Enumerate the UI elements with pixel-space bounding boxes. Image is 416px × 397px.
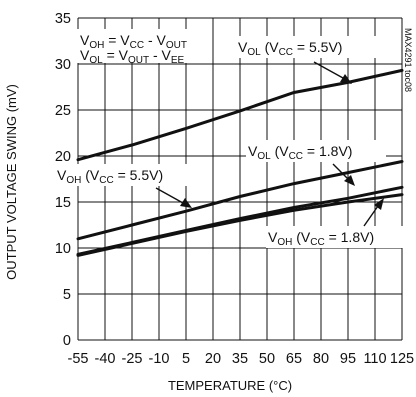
formula-box [74,29,206,63]
arrow-voh-vcc-1.8v [363,198,384,227]
y-tick-label: 30 [55,57,71,73]
label-box-voh-18 [266,226,406,248]
figure-code: MAX4291 toc08 [403,28,413,92]
y-tick-label: 0 [63,333,71,349]
x-tick-label: -40 [95,351,116,367]
x-tick-label: -55 [68,351,89,367]
label-vol-vcc-5.5v: VOL (VCC = 5.5V) [238,39,342,58]
x-tick-labels: -55 -40 -25 -10 5 20 35 50 65 80 95 110 125 [68,351,415,367]
x-tick-label: 35 [232,351,248,367]
y-tick-label: 10 [55,241,71,257]
y-tick-label: 35 [55,11,71,27]
x-tick-label: 5 [182,351,190,367]
label-vol-vcc-1.8v: VOL (VCC = 1.8V) [248,143,352,162]
label-box-voh-55 [55,164,205,186]
arrow-voh-vcc-5.5v [155,187,192,208]
series-line-4 [76,193,404,257]
x-tick-label: 50 [259,351,275,367]
y-tick-label: 20 [55,149,71,165]
x-tick-label: 95 [340,351,356,367]
x-tick-label: 125 [390,351,414,367]
x-tick-label: -25 [122,351,143,367]
y-tick-label: 5 [63,287,71,303]
arrow-vol-vcc-1.8v [332,163,355,186]
label-box-vol-18 [246,140,386,162]
grid [77,17,403,341]
x-tick-label: -10 [149,351,170,367]
series-line-2 [76,160,404,241]
formula-voh: VOH = VCC - VOUT [80,32,187,51]
x-tick-label: 65 [286,351,302,367]
label-box-vol-55 [236,36,376,58]
x-tick-label: 110 [363,351,386,367]
y-tick-labels: 0 5 10 15 20 25 30 35 [55,11,71,349]
y-tick-label: 15 [55,195,71,211]
x-tick-label: 20 [205,351,221,367]
y-tick-label: 25 [55,103,71,119]
formula-vol: VOL = VOUT - VEE [80,47,185,66]
x-tick-label: 80 [313,351,329,367]
arrow-vol-vcc-5.5v [313,61,352,84]
x-axis-label: TEMPERATURE (°C) [168,378,292,393]
y-axis-label: OUTPUT VOLTAGE SWING (mV) [4,84,19,280]
label-voh-vcc-5.5v: VOH (VCC = 5.5V) [57,167,163,186]
label-voh-vcc-1.8v: VOH (VCC = 1.8V) [268,229,374,248]
